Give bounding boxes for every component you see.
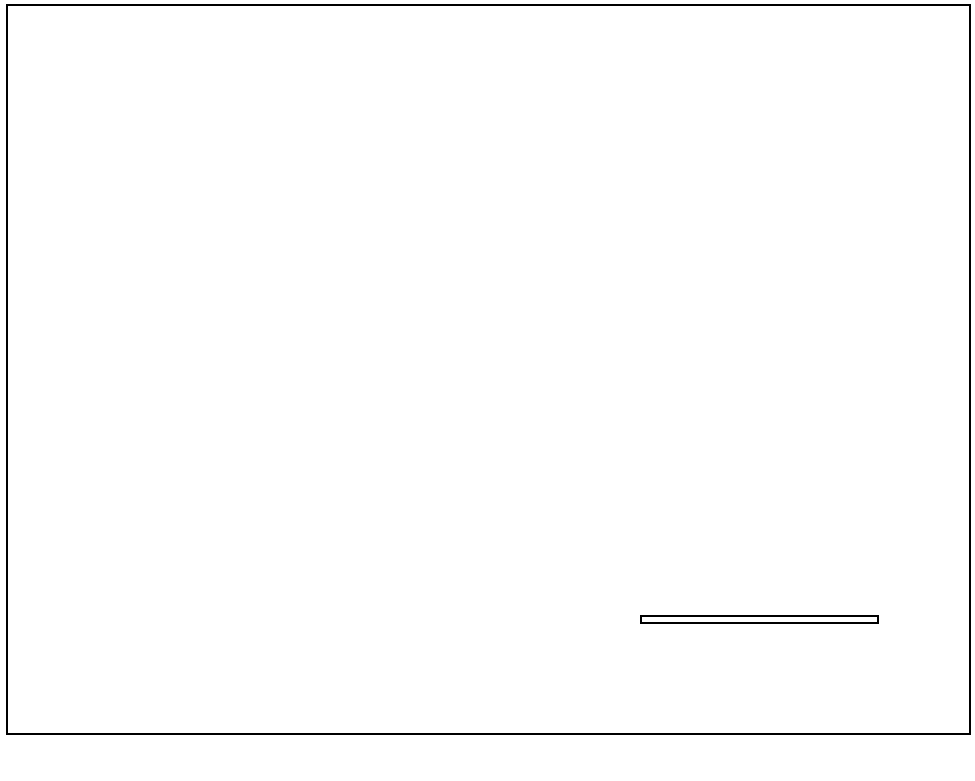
copyright-block: [321, 746, 961, 760]
model-indicators-block: [70, 40, 388, 44]
copyright-line2: [321, 746, 961, 760]
outer-frame: [6, 4, 971, 735]
gain-table: [640, 615, 879, 624]
gain-table-title: [640, 615, 879, 624]
